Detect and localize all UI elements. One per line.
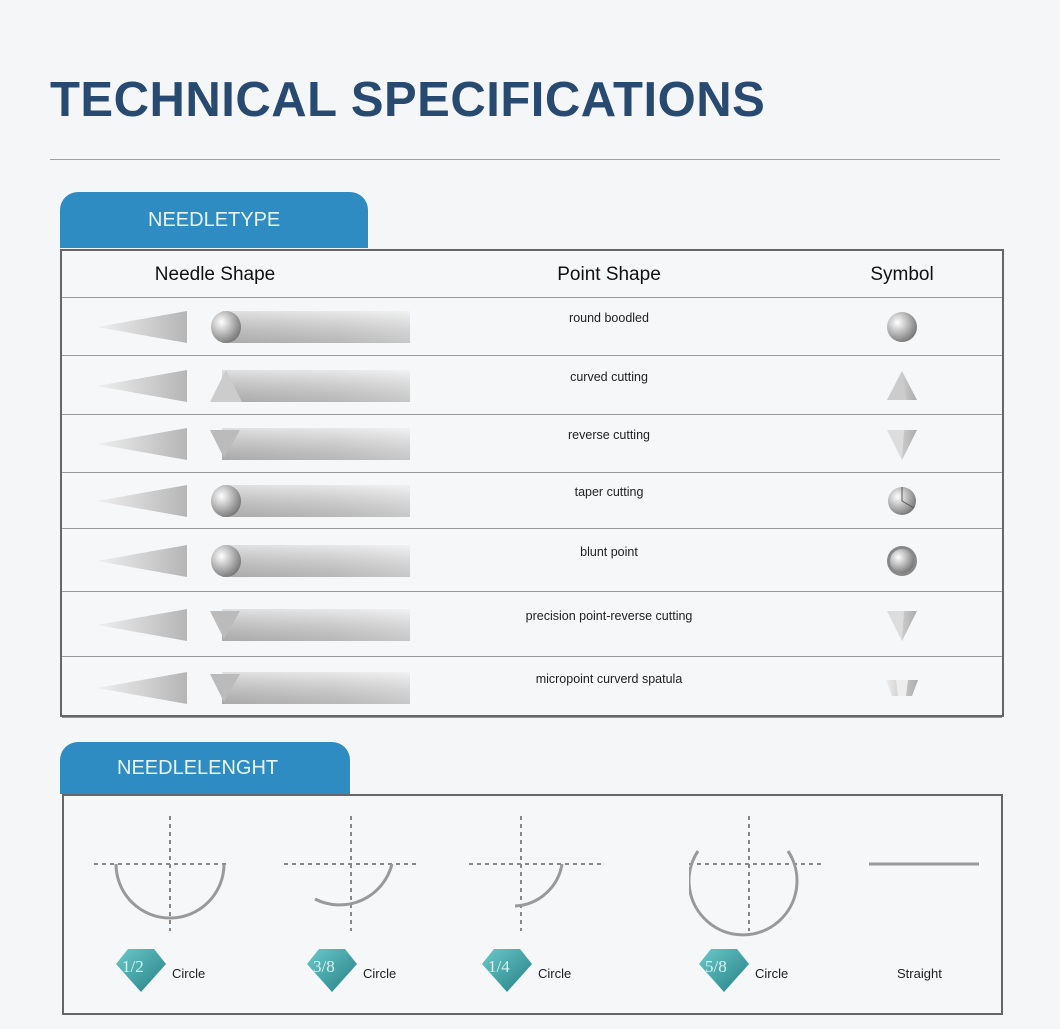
needle-body-icon xyxy=(211,544,410,577)
needle-body-icon xyxy=(210,428,410,460)
table-row: precision point-reverse cutting xyxy=(62,592,1002,657)
point-shape-label: round boodled xyxy=(569,311,649,325)
table-row: blunt point xyxy=(62,529,1002,592)
point-shape-label: blunt point xyxy=(580,544,638,559)
needle-body-icon xyxy=(210,608,410,641)
needle-body-icon xyxy=(211,311,410,343)
point-shape-label: micropoint curverd spatula xyxy=(535,671,683,686)
curvature-label: Circle xyxy=(363,966,397,981)
ring-icon xyxy=(887,545,917,576)
fraction-badge-icon xyxy=(307,949,357,992)
needle-length-item: 5/8 Circle xyxy=(689,796,869,1016)
triangle-down-icon xyxy=(887,610,917,641)
needle-side-icon xyxy=(97,369,187,402)
fraction-label: 5/8 xyxy=(705,957,727,976)
fraction-label: 1/2 xyxy=(122,957,144,976)
needle-body-icon xyxy=(211,485,410,517)
needletype-table: Needle Shape Point Shape Symbol round bo… xyxy=(60,249,1004,718)
needle-side-icon xyxy=(97,428,187,460)
curvature-diagram-icon xyxy=(469,816,604,931)
needlelength-panel: 1/2 Circle 3/8 Circle 1/4 Circle 5/8 Cir… xyxy=(62,794,1003,1015)
straight-needle-icon xyxy=(869,862,979,866)
point-shape-label: curved cutting xyxy=(570,369,648,384)
needle-length-item: Straight xyxy=(864,796,1044,1016)
needle-length-item: 3/8 Circle xyxy=(284,796,464,1016)
needle-length-item: 1/2 Circle xyxy=(94,796,274,1016)
fraction-badge-icon xyxy=(482,949,532,992)
needlelength-tab: NEEDLELENGHT xyxy=(60,742,350,794)
fraction-badge-icon xyxy=(699,949,749,992)
table-row: round boodled xyxy=(62,298,1002,356)
table-row: curved cutting xyxy=(62,356,1002,415)
point-shape-label: reverse cutting xyxy=(568,428,650,442)
table-row: micropoint curverd spatula xyxy=(62,657,1002,718)
curvature-diagram-icon xyxy=(94,816,229,931)
needle-side-icon xyxy=(97,485,187,517)
needle-body-icon xyxy=(210,671,410,704)
table-header: Needle Shape Point Shape Symbol xyxy=(62,251,1002,298)
curvature-diagram-icon xyxy=(284,816,419,931)
curvature-diagram-icon xyxy=(689,816,824,937)
header-point-shape: Point Shape xyxy=(557,264,661,285)
needle-side-icon xyxy=(97,311,187,343)
divider xyxy=(50,159,1000,160)
point-shape-label: taper cutting xyxy=(574,485,644,499)
needletype-tab: NEEDLETYPE xyxy=(60,192,368,248)
triangle-up-icon xyxy=(887,370,917,400)
curvature-label: Straight xyxy=(897,966,942,981)
table-row: taper cutting xyxy=(62,473,1002,529)
curvature-label: Circle xyxy=(538,966,572,981)
needle-length-item: 1/4 Circle xyxy=(469,796,649,1016)
needle-side-icon xyxy=(97,671,187,704)
round-sphere-icon xyxy=(887,312,917,342)
taper-sphere-icon xyxy=(888,487,916,515)
page-title: TECHNICAL SPECIFICATIONS xyxy=(50,73,766,127)
table-row: reverse cutting xyxy=(62,415,1002,473)
needle-body-icon xyxy=(210,369,410,402)
fraction-label: 1/4 xyxy=(488,957,510,976)
fraction-label: 3/8 xyxy=(313,957,335,976)
point-shape-label: precision point-reverse cutting xyxy=(525,608,693,623)
fraction-badge-icon xyxy=(116,949,166,992)
triangle-down-icon xyxy=(887,430,917,460)
needle-side-icon xyxy=(97,608,187,641)
curvature-label: Circle xyxy=(755,966,789,981)
header-needle-shape: Needle Shape xyxy=(154,264,276,285)
needle-side-icon xyxy=(97,544,187,577)
trapezoid-icon xyxy=(886,679,918,696)
curvature-label: Circle xyxy=(172,966,206,981)
header-symbol: Symbol xyxy=(870,264,934,285)
